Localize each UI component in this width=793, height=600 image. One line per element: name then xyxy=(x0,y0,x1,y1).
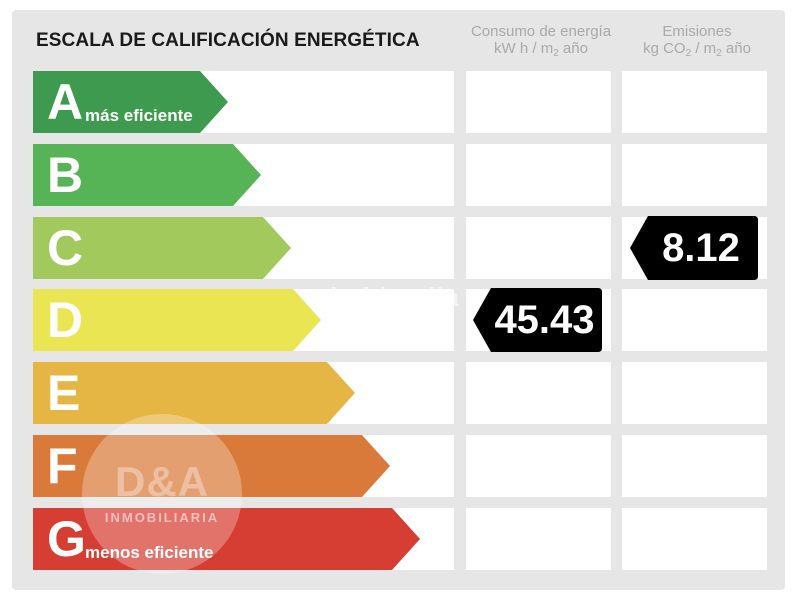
energy-cell xyxy=(466,71,611,133)
band-arrow-f: F xyxy=(33,435,390,497)
band-arrow-shape xyxy=(33,362,355,424)
energy-cell xyxy=(466,217,611,279)
band-letter: G xyxy=(47,511,86,567)
emissions-rating-marker: 8.12 xyxy=(630,216,758,280)
band-letter: F xyxy=(47,438,78,494)
emissions-cell xyxy=(622,362,767,424)
agency-logo-watermark: D&A xyxy=(115,458,209,505)
emissions-cell xyxy=(622,289,767,351)
band-letter: B xyxy=(47,147,84,203)
emissions-header-unit: kg CO2 / m2 año xyxy=(643,40,751,59)
band-arrow-shape xyxy=(33,217,291,279)
band-arrow-e: E xyxy=(33,362,355,424)
energy-cell xyxy=(466,362,611,424)
site-watermark: habitaclia xyxy=(330,282,460,312)
band-arrow-c: C xyxy=(33,217,291,279)
agency-name-watermark: INMOBILIARIA xyxy=(104,510,220,525)
band-arrow-shape xyxy=(33,144,261,206)
band-row-f: F xyxy=(0,435,793,497)
energy-header-unit: kW h / m2 año xyxy=(494,40,588,59)
band-sublabel: menos eficiente xyxy=(85,543,214,562)
band-row-b: B xyxy=(0,144,793,206)
emissions-cell xyxy=(622,435,767,497)
band-letter: D xyxy=(47,292,84,348)
band-arrow-shape xyxy=(33,71,228,133)
energy-cell xyxy=(466,435,611,497)
band-letter: A xyxy=(47,74,84,130)
energy-cell xyxy=(466,508,611,570)
band-letter: E xyxy=(47,365,81,421)
emissions-cell xyxy=(622,508,767,570)
band-row-d: D 45.43 xyxy=(0,288,793,352)
agency-watermark xyxy=(82,414,242,574)
band-row-c: C 8.12 xyxy=(0,216,793,280)
energy-rating-marker: 45.43 xyxy=(473,288,602,352)
band-arrow-shape xyxy=(33,289,321,351)
emissions-cell xyxy=(622,71,767,133)
emissions-header-line1: Emisiones xyxy=(662,23,732,40)
band-row-e: E xyxy=(0,362,793,424)
band-letter: C xyxy=(47,220,84,276)
emissions-rating-marker-value: 8.12 xyxy=(662,226,740,270)
energy-header-line1: Consumo de energía xyxy=(470,23,612,40)
band-arrow-d: D xyxy=(33,289,321,351)
chart-title: ESCALA DE CALIFICACIÓN ENERGÉTICA xyxy=(36,30,420,51)
band-sublabel: más eficiente xyxy=(85,106,193,125)
energy-rating-marker-value: 45.43 xyxy=(494,298,595,342)
band-arrow-b: B xyxy=(33,144,261,206)
energy-column-header: Consumo de energía kW h / m2 año xyxy=(462,23,620,62)
emissions-cell xyxy=(622,144,767,206)
band-arrow-shape xyxy=(33,435,390,497)
energy-cell xyxy=(466,144,611,206)
band-arrow-shape xyxy=(33,508,420,570)
emissions-column-header: Emisiones kg CO2 / m2 año xyxy=(618,23,776,62)
